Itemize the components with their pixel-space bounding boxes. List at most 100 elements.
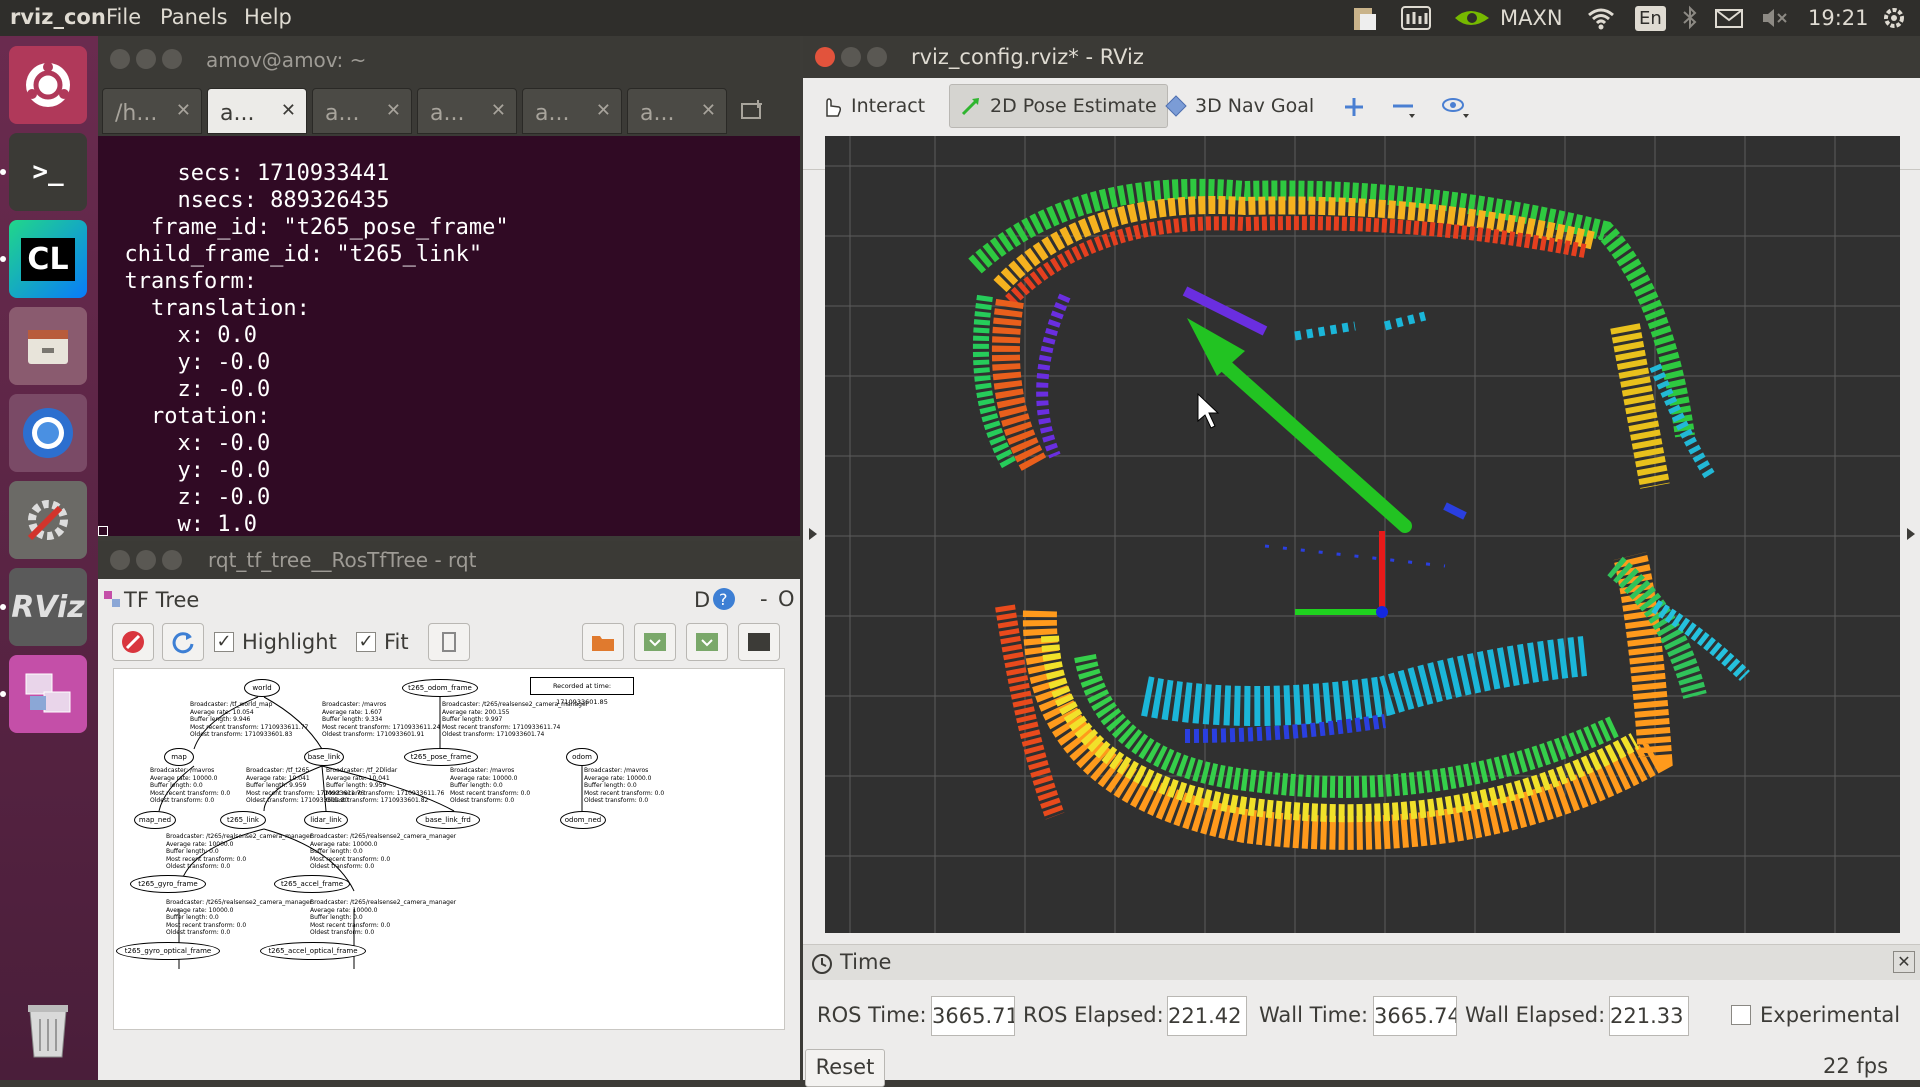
camera-view-icon[interactable] (1439, 94, 1471, 126)
terminal-line: z: -0.0 (98, 485, 271, 510)
tf-node-world[interactable]: world (244, 679, 280, 697)
active-app-name: rviz_con (10, 5, 106, 29)
time-panel-header: Time ✕ (803, 944, 1920, 980)
wifi-icon[interactable] (1586, 0, 1616, 36)
tf-node-t265-odom-frame[interactable]: t265_odom_frame (402, 679, 478, 697)
minimize-icon[interactable] (841, 47, 861, 67)
interact-tool[interactable]: Interact (811, 84, 935, 128)
rviz-icon[interactable]: RViz (9, 568, 87, 646)
clock[interactable]: 19:21 (1808, 6, 1869, 30)
close-icon[interactable] (110, 49, 130, 69)
pose-estimate-label: 2D Pose Estimate (990, 95, 1157, 117)
minimize-plugin-icon[interactable]: - (760, 587, 768, 611)
reset-button[interactable]: Reset (805, 1049, 885, 1087)
close-tab-icon[interactable]: ✕ (280, 100, 296, 121)
terminal-tab[interactable]: a... ✕ (522, 88, 622, 134)
power-mode[interactable]: MAXN (1500, 6, 1563, 30)
terminal-output[interactable]: secs: 1710933441 nsecs: 889326435 frame_… (98, 136, 800, 536)
left-dock-toggle-icon[interactable] (806, 526, 820, 546)
volume-muted-icon[interactable] (1760, 0, 1790, 36)
maximize-icon[interactable] (162, 49, 182, 69)
terminal-tab[interactable]: a... ✕ (417, 88, 517, 134)
files-icon[interactable] (9, 307, 87, 385)
terminal-icon[interactable]: >_ (9, 133, 87, 211)
tf-node-base-link-frd[interactable]: base_link_frd (416, 811, 480, 829)
tray-system-monitor-icon[interactable] (1400, 0, 1432, 36)
tf-node-t265-link[interactable]: t265_link (220, 811, 266, 829)
ros-time-field[interactable]: 3665.71 (931, 996, 1015, 1036)
add-tool-icon[interactable] (1343, 96, 1365, 122)
ros-elapsed-field[interactable]: 221.42 (1167, 996, 1247, 1036)
maximize-icon[interactable] (162, 550, 182, 570)
tf-node-t265-gyro-frame[interactable]: t265_gyro_frame (130, 875, 206, 893)
terminal-tab[interactable]: /h... ✕ (102, 88, 202, 134)
rqt-icon[interactable] (9, 655, 87, 733)
tf-node-odom-ned[interactable]: odom_ned (560, 811, 606, 829)
maximize-icon[interactable] (867, 47, 887, 67)
load-dot-button[interactable] (582, 623, 624, 661)
save-dot-button[interactable] (634, 623, 676, 661)
save-svg-button[interactable] (686, 623, 728, 661)
tf-node-t265-accel-frame[interactable]: t265_accel_frame (274, 875, 350, 893)
close-tab-icon[interactable]: ✕ (385, 100, 401, 121)
rqt-titlebar: rqt_tf_tree__RosTfTree - rqt (98, 541, 800, 579)
tf-node-base-link[interactable]: base_link (304, 748, 344, 766)
close-panel-icon[interactable]: ✕ (1893, 951, 1915, 973)
chromium-icon[interactable] (9, 394, 87, 472)
terminal-tab-active[interactable]: a... ✕ (207, 88, 307, 134)
fit-checkbox[interactable]: ✓ (356, 632, 376, 652)
trash-icon[interactable] (9, 991, 87, 1069)
edge-label: Broadcaster: /t265/realsense2_camera_man… (310, 833, 457, 870)
refresh-button[interactable] (162, 623, 204, 661)
save-svg-icon (696, 633, 718, 651)
ubuntu-dash-icon[interactable] (9, 46, 87, 124)
wall-elapsed-field[interactable]: 221.33 (1609, 996, 1689, 1036)
nvidia-icon[interactable] (1452, 0, 1492, 36)
system-gear-icon[interactable] (1880, 0, 1908, 36)
tf-tree-graph[interactable]: world t265_odom_frame Recorded at time: … (113, 668, 785, 1030)
save-image-button[interactable] (738, 623, 780, 661)
minimize-icon[interactable] (136, 550, 156, 570)
tf-node-t265-accel-optical-frame[interactable]: t265_accel_optical_frame (260, 942, 366, 960)
settings-icon[interactable] (9, 481, 87, 559)
fit-view-button[interactable] (428, 623, 470, 661)
remove-tool-icon[interactable] (1391, 96, 1417, 126)
right-dock-toggle-icon[interactable] (1904, 526, 1918, 546)
menu-file[interactable]: File (106, 5, 142, 29)
clear-button[interactable] (112, 623, 154, 661)
tf-node-t265-pose-frame[interactable]: t265_pose_frame (404, 748, 478, 766)
tf-node-map-ned[interactable]: map_ned (134, 811, 176, 829)
close-tab-icon[interactable]: ✕ (175, 100, 191, 121)
minimize-icon[interactable] (136, 49, 156, 69)
pose-estimate-tool[interactable]: 2D Pose Estimate (949, 84, 1168, 128)
tf-node-odom[interactable]: odom (566, 748, 598, 766)
nav-goal-diamond-icon (1165, 95, 1187, 117)
rviz-3d-viewport[interactable] (825, 136, 1900, 933)
close-plugin-icon[interactable]: O (778, 587, 795, 611)
menu-panels[interactable]: Panels (160, 5, 228, 29)
clion-icon[interactable]: CL (9, 220, 87, 298)
ros-time-label: ROS Time: (817, 1003, 927, 1027)
close-icon[interactable] (815, 47, 835, 67)
experimental-checkbox[interactable] (1731, 1005, 1751, 1025)
tray-clipboard-icon[interactable] (1350, 0, 1380, 36)
bluetooth-icon[interactable] (1680, 0, 1700, 36)
dock-button[interactable]: D (694, 588, 711, 612)
close-icon[interactable] (110, 550, 130, 570)
wall-time-field[interactable]: 3665.74 (1373, 996, 1457, 1036)
highlight-checkbox[interactable]: ✓ (214, 632, 234, 652)
tf-node-lidar-link[interactable]: lidar_link (304, 811, 348, 829)
keyboard-layout[interactable]: En (1635, 0, 1666, 36)
close-tab-icon[interactable]: ✕ (490, 100, 506, 121)
menu-help[interactable]: Help (244, 5, 292, 29)
nav-goal-tool[interactable]: 3D Nav Goal (1155, 84, 1324, 128)
mail-icon[interactable] (1714, 0, 1744, 36)
close-tab-icon[interactable]: ✕ (700, 100, 716, 121)
terminal-tab[interactable]: a... ✕ (627, 88, 727, 134)
help-icon[interactable]: ? (712, 587, 736, 615)
close-tab-icon[interactable]: ✕ (595, 100, 611, 121)
tf-node-map[interactable]: map (164, 748, 194, 766)
new-tab-icon[interactable] (740, 98, 766, 126)
terminal-tab[interactable]: a... ✕ (312, 88, 412, 134)
tf-node-t265-gyro-optical-frame[interactable]: t265_gyro_optical_frame (116, 942, 220, 960)
